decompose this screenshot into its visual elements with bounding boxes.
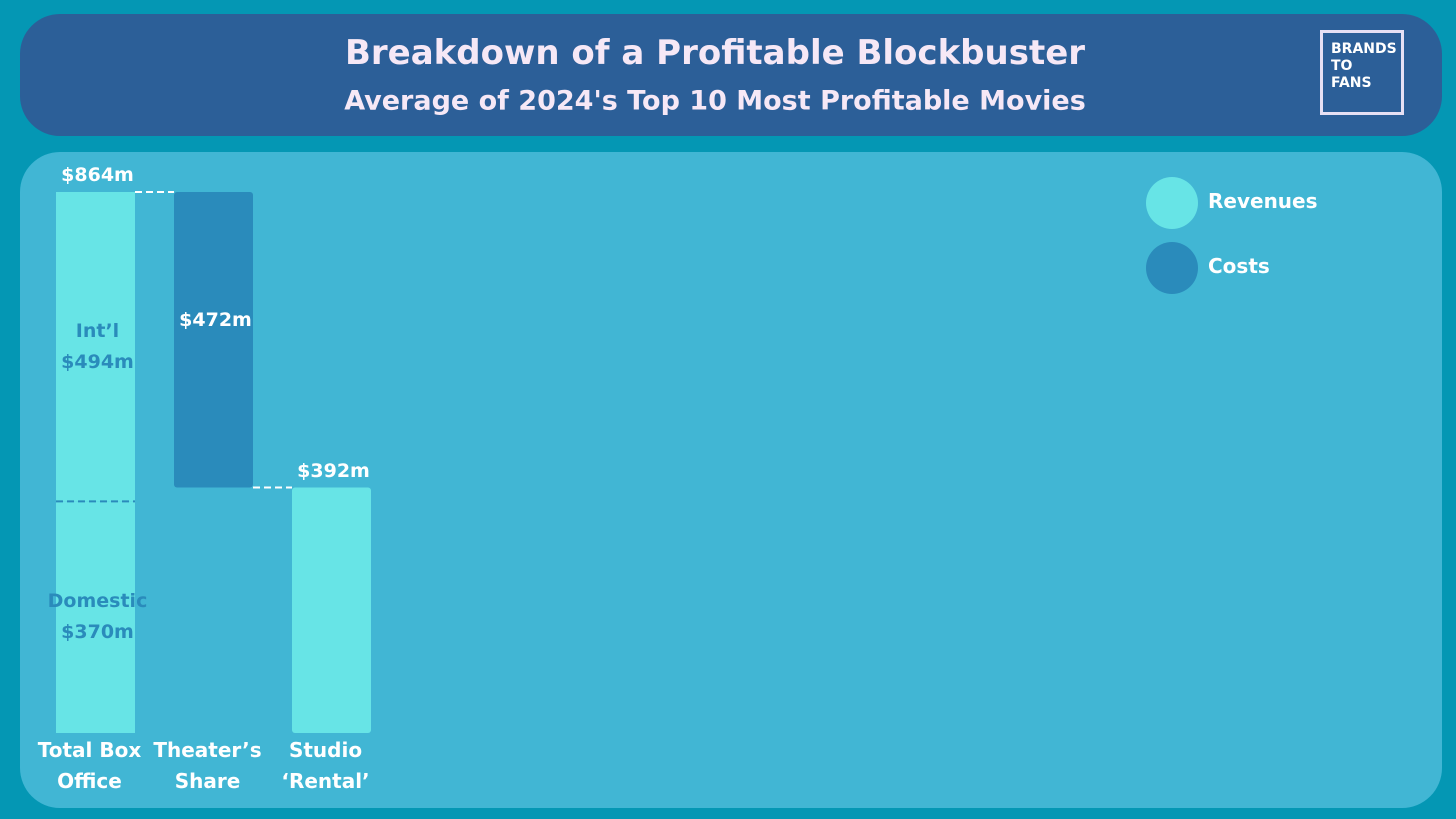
logo: BRANDS TO FANS xyxy=(1320,30,1404,115)
legend-swatch xyxy=(1146,177,1198,229)
legend-label: Costs xyxy=(1208,254,1270,278)
category-label: Theater’s Share xyxy=(153,738,262,793)
segment-value: $494m xyxy=(61,350,134,373)
subtitle: Average of 2024's Top 10 Most Profitable… xyxy=(344,85,1086,117)
category-label: Total Box Office xyxy=(37,738,142,793)
logo-line: TO xyxy=(1331,58,1353,74)
logo-line: FANS xyxy=(1331,75,1372,91)
title: Breakdown of a Profitable Blockbuster xyxy=(344,33,1086,73)
segment-name: Domestic xyxy=(47,590,148,613)
stack-segment xyxy=(56,192,135,502)
bar xyxy=(174,192,253,488)
legend-swatch xyxy=(1146,242,1198,294)
value-label: $864m xyxy=(61,164,134,186)
legend-label: Revenues xyxy=(1208,189,1318,213)
stack-segment xyxy=(56,501,135,733)
bar xyxy=(292,487,371,733)
value-label: $472m xyxy=(179,308,252,331)
segment-name: Int’l xyxy=(75,319,120,342)
value-label: $392m xyxy=(297,459,370,482)
header xyxy=(20,14,1442,136)
chart-panel xyxy=(20,152,1442,808)
segment-value: $370m xyxy=(61,621,134,644)
logo-line: BRANDS xyxy=(1331,41,1397,57)
category-label: Studio ‘Rental’ xyxy=(281,738,370,793)
